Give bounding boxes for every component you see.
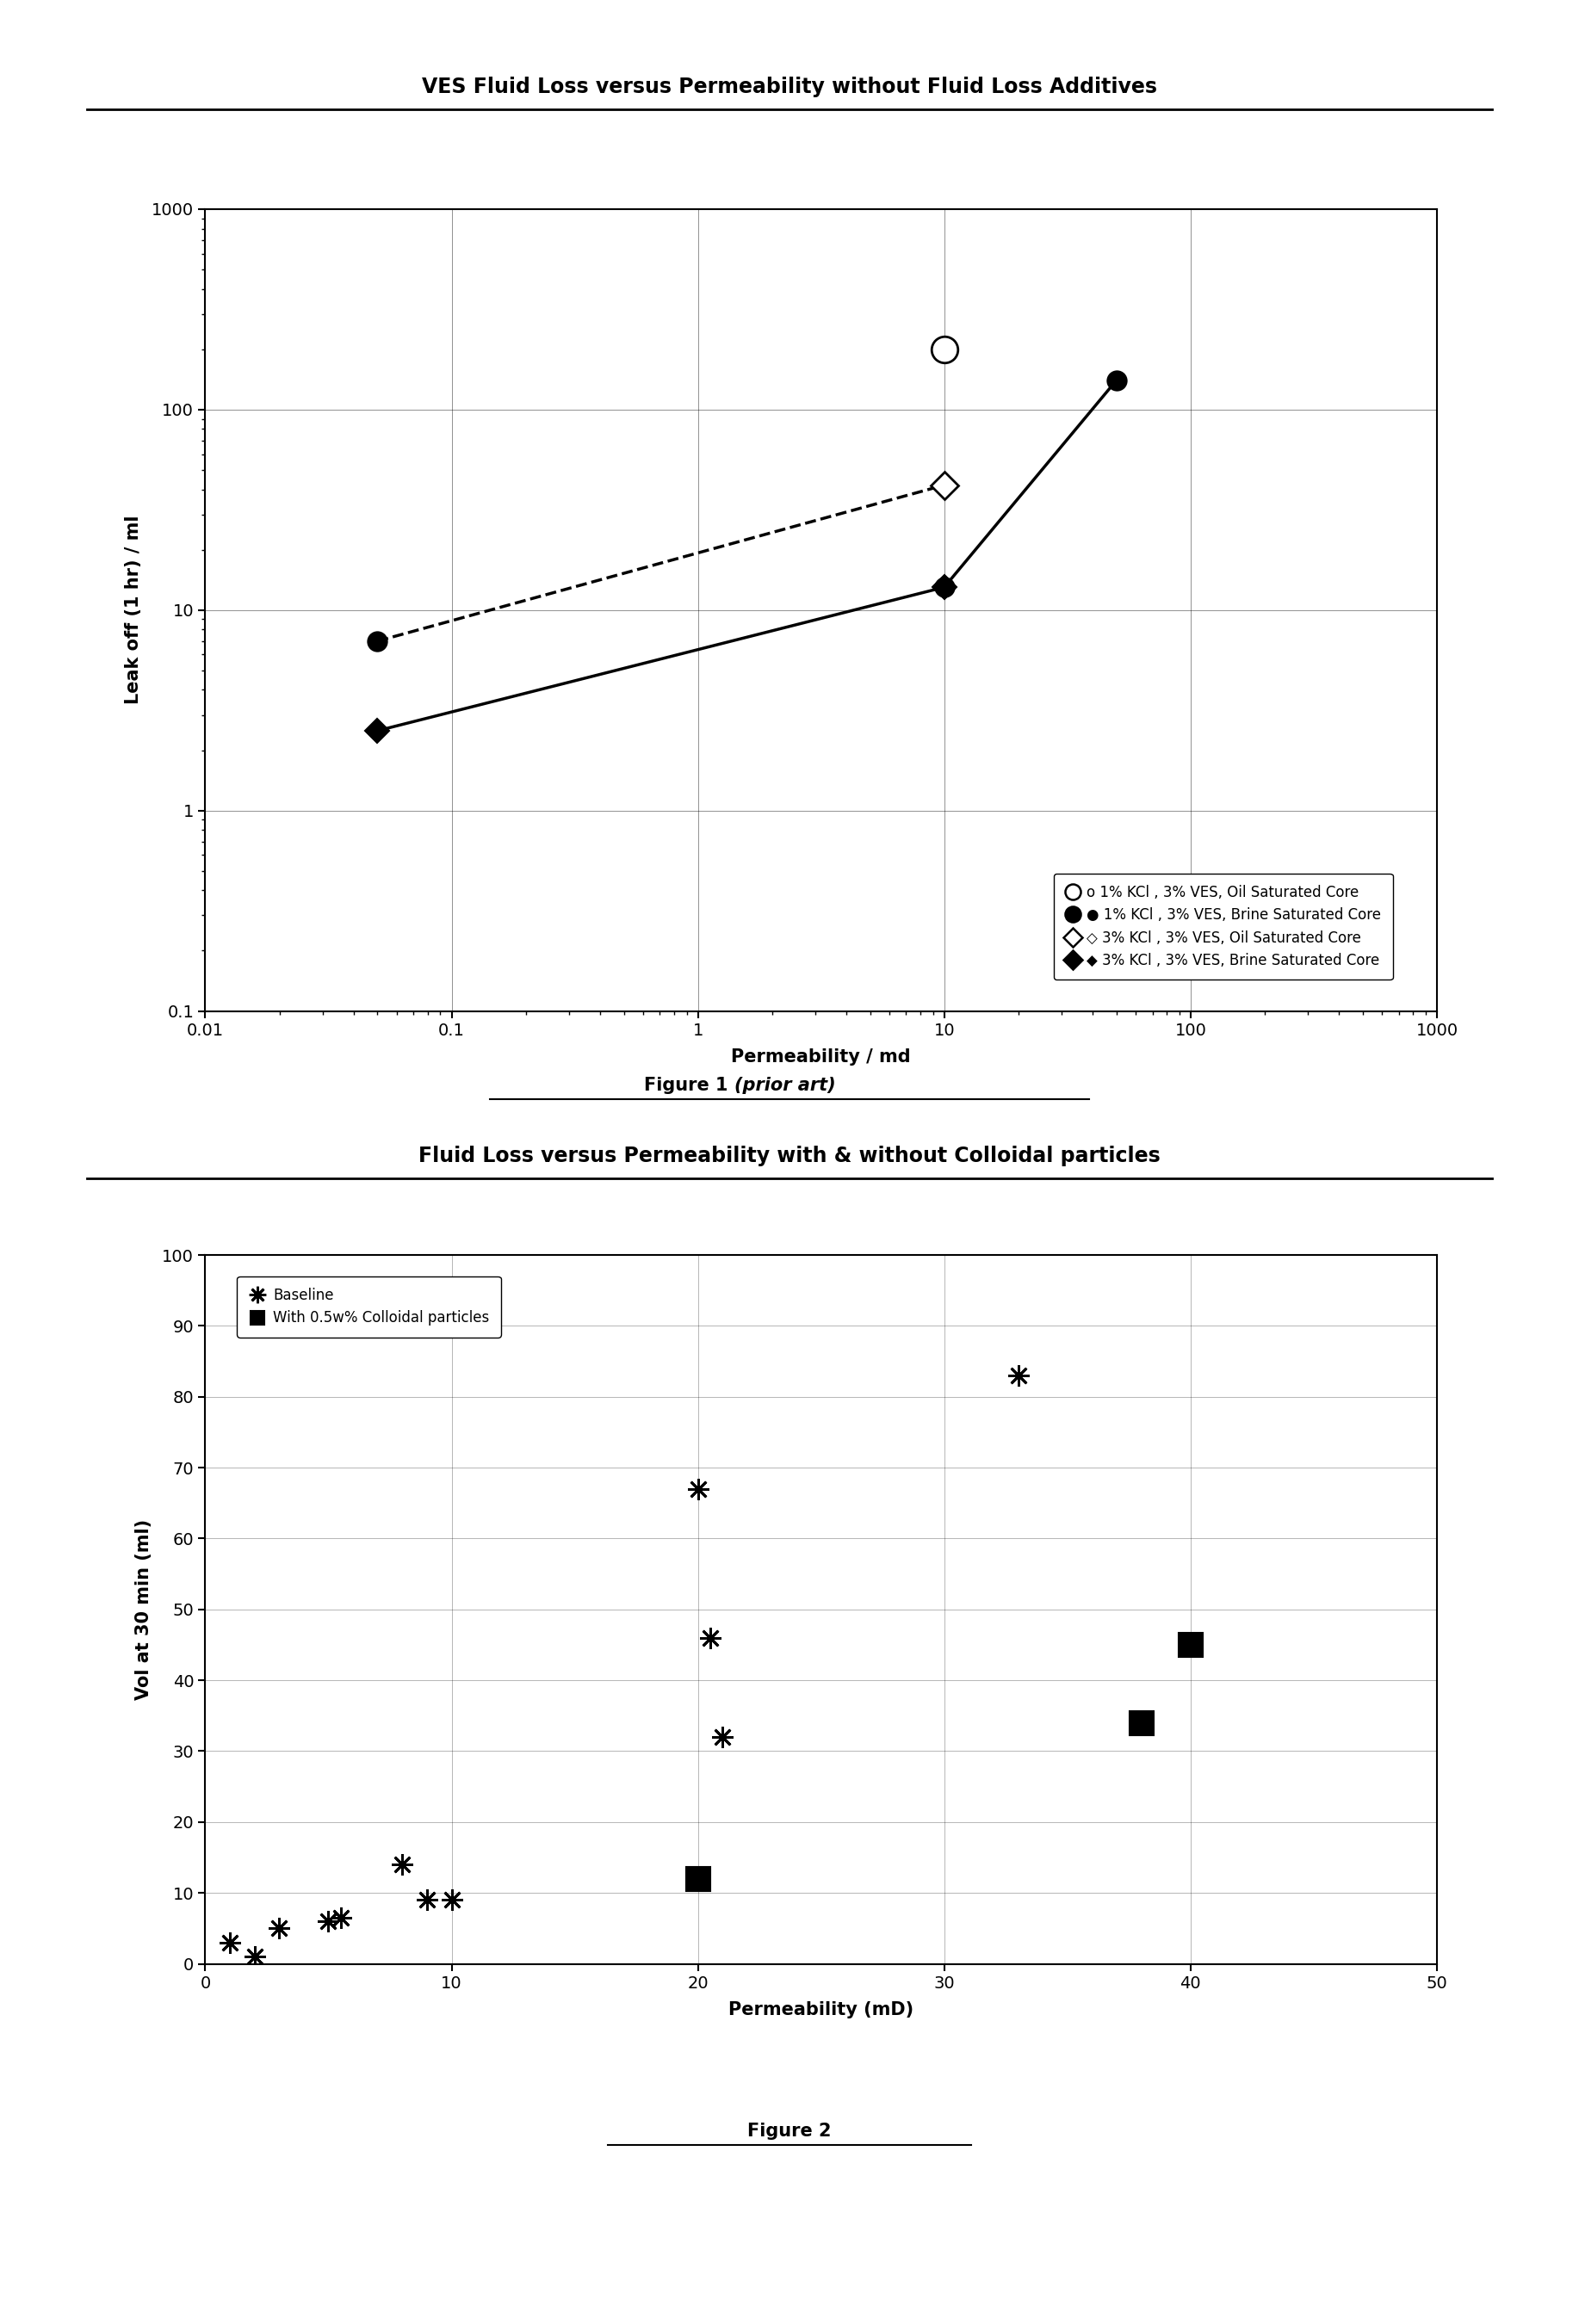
Baseline [417, 1887, 436, 1915]
X-axis label: Permeability / md: Permeability / md [731, 1048, 911, 1064]
X-axis label: Permeability (mD): Permeability (mD) [728, 2001, 914, 2017]
Line: With 0.5w% Colloidal particles: With 0.5w% Colloidal particles [685, 1634, 1203, 1892]
Baseline [393, 1850, 412, 1878]
With 0.5w% Colloidal particles [688, 1864, 707, 1892]
Legend: Baseline, With 0.5w% Colloidal particles: Baseline, With 0.5w% Colloidal particles [237, 1276, 501, 1336]
With 0.5w% Colloidal particles [1181, 1631, 1200, 1659]
Y-axis label: Leak off (1 hr) / ml: Leak off (1 hr) / ml [125, 516, 142, 704]
Text: Figure 2: Figure 2 [747, 2122, 832, 2140]
Baseline [442, 1887, 461, 1915]
Line: Baseline: Baseline [219, 1364, 1030, 1968]
Y-axis label: Vol at 30 min (ml): Vol at 30 min (ml) [136, 1520, 153, 1699]
Baseline [332, 1903, 351, 1931]
With 0.5w% Colloidal particles [1132, 1708, 1151, 1736]
Baseline [688, 1476, 707, 1504]
Baseline [245, 1943, 264, 1971]
Text: Figure 1: Figure 1 [644, 1076, 734, 1095]
Text: (prior art): (prior art) [734, 1076, 835, 1095]
Legend: o 1% KCl , 3% VES, Oil Saturated Core, ● 1% KCl , 3% VES, Brine Saturated Core, : o 1% KCl , 3% VES, Oil Saturated Core, ●… [1053, 874, 1393, 981]
Baseline [714, 1722, 733, 1750]
Baseline [221, 1929, 240, 1957]
Baseline [319, 1908, 338, 1936]
Baseline [701, 1624, 720, 1652]
Baseline [1009, 1362, 1028, 1390]
Text: Fluid Loss versus Permeability with & without Colloidal particles: Fluid Loss versus Permeability with & wi… [418, 1146, 1161, 1167]
Text: VES Fluid Loss versus Permeability without Fluid Loss Additives: VES Fluid Loss versus Permeability witho… [422, 77, 1157, 98]
Baseline [270, 1915, 289, 1943]
